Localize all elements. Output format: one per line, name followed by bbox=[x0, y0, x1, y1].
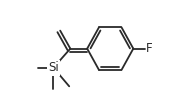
Text: Si: Si bbox=[48, 61, 59, 74]
Text: F: F bbox=[146, 42, 152, 55]
